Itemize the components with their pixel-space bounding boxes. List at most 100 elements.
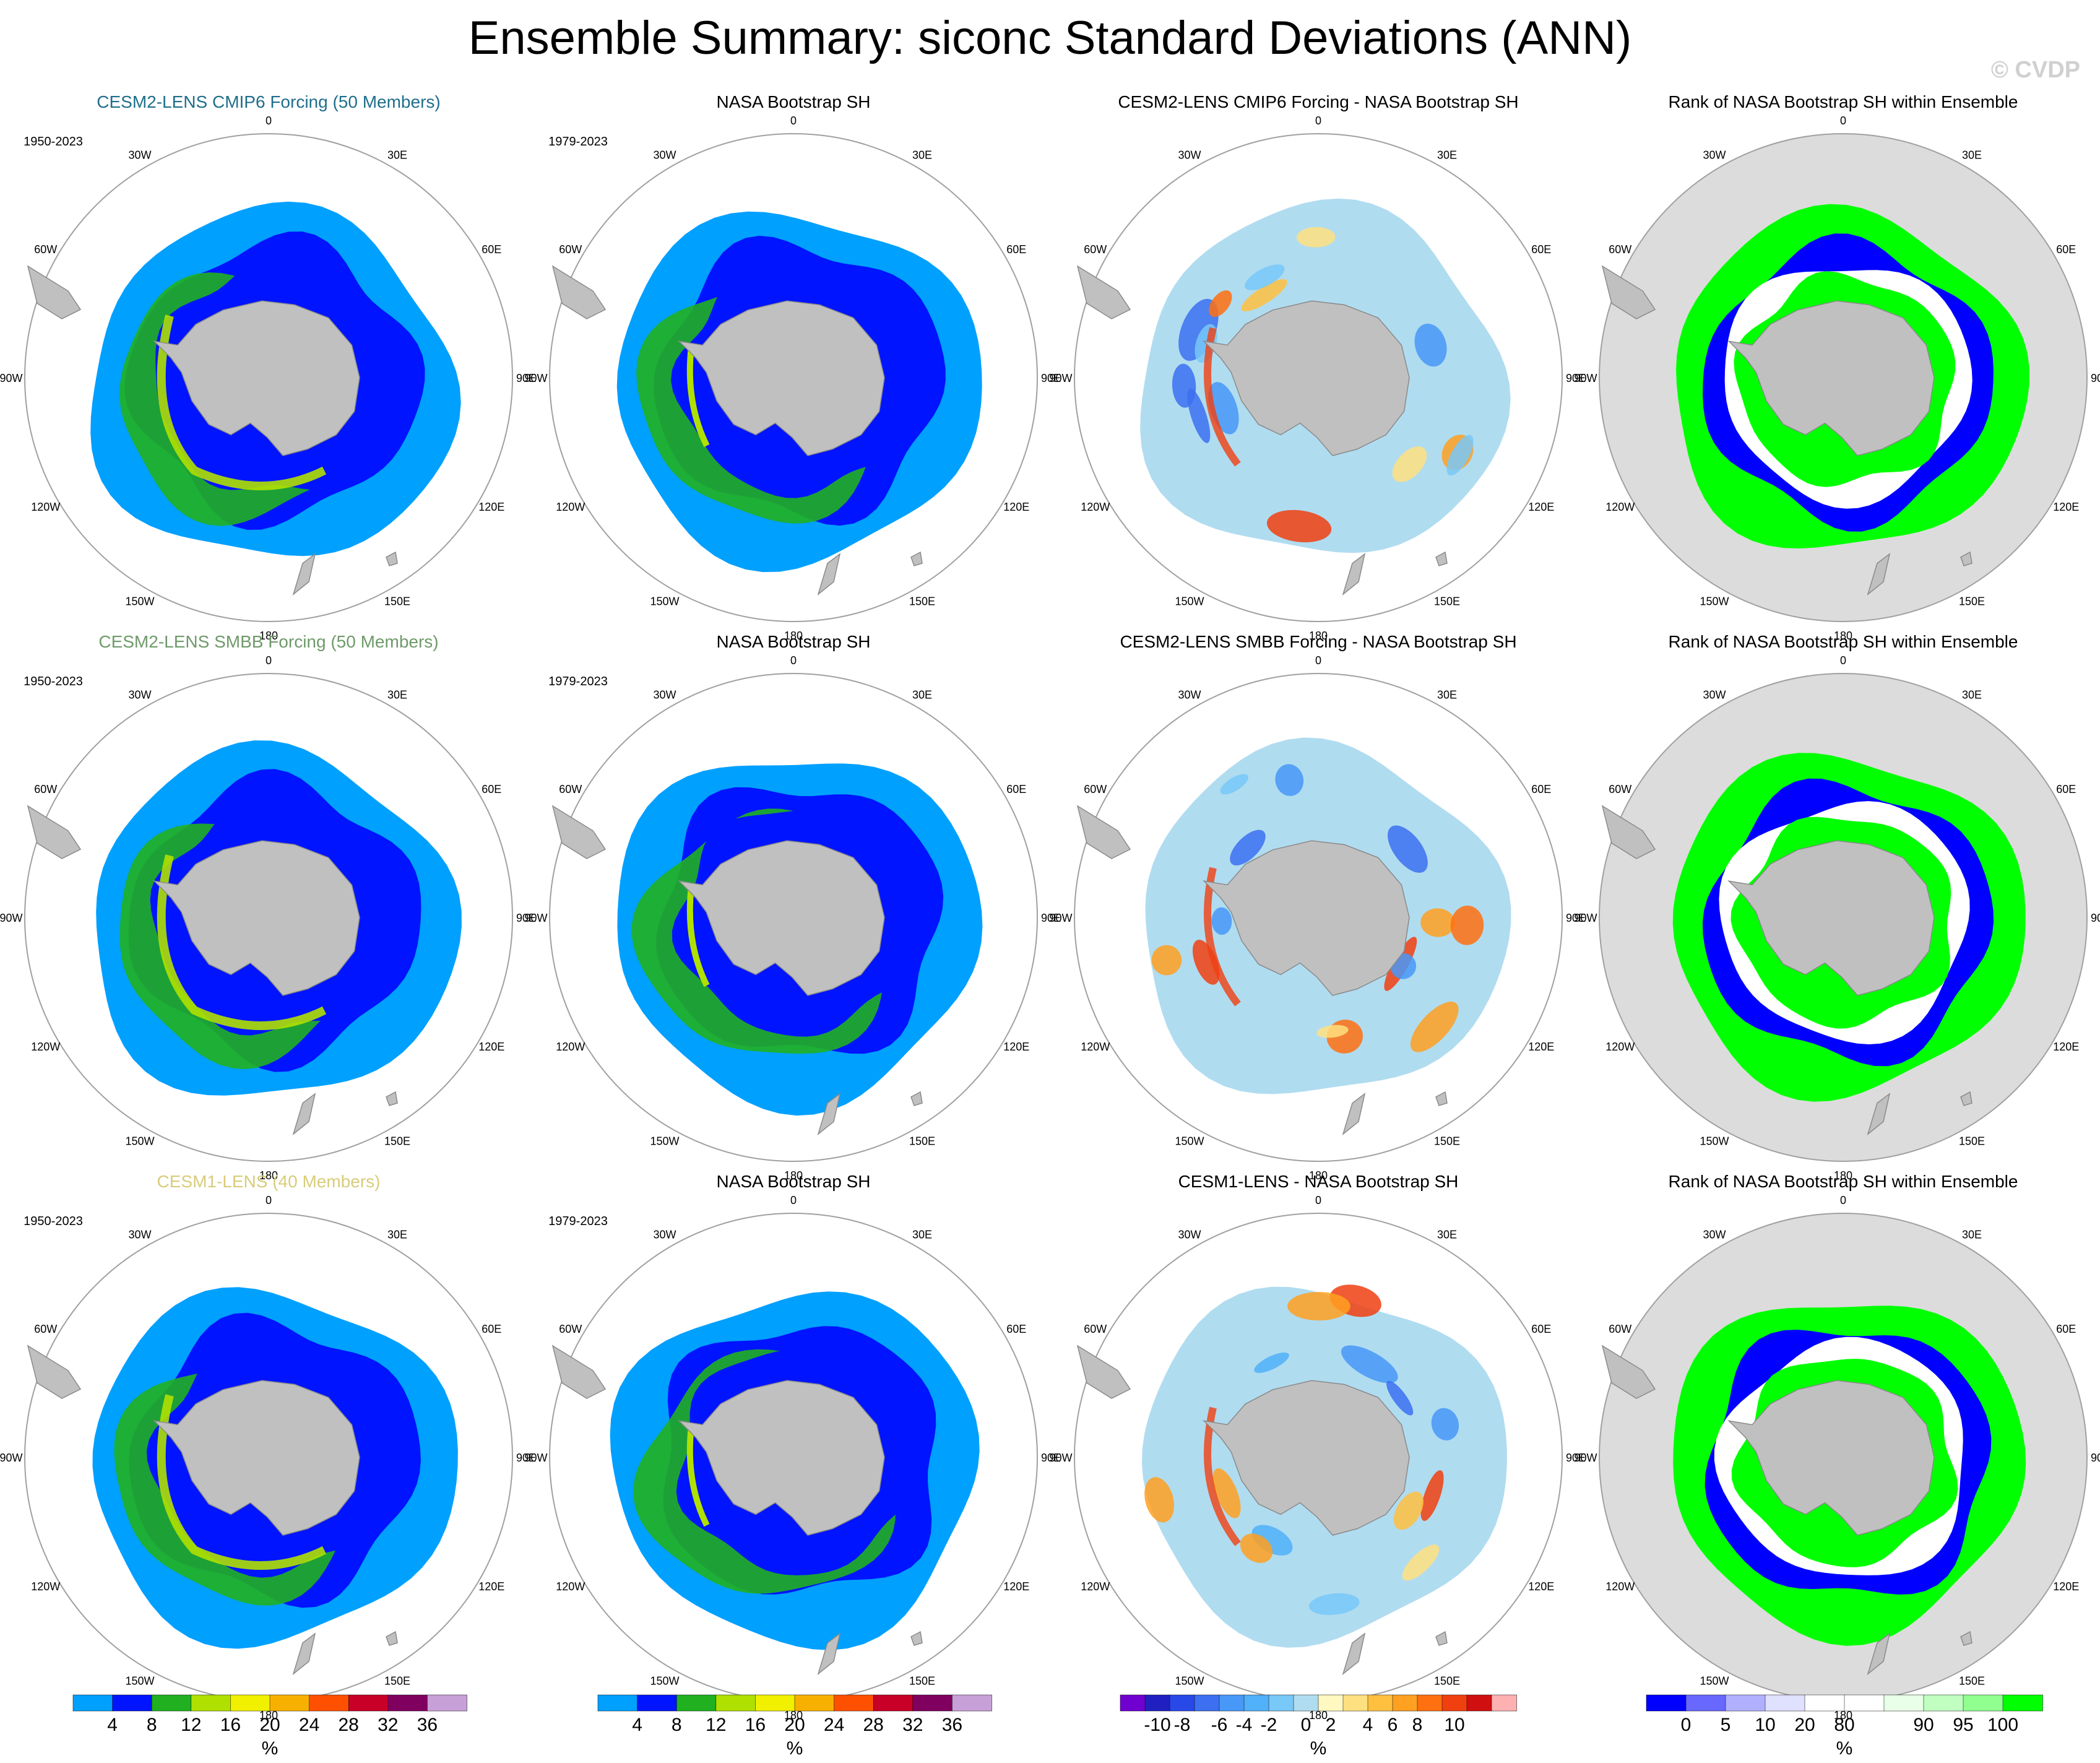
longitude-label: 60W [559,783,582,795]
colorbar-tick-label: 12 [181,1715,201,1735]
longitude-label: 30W [1703,149,1726,162]
longitude-label: 30W [128,689,151,701]
colorbar-swatch [912,1694,953,1712]
colorbar-swatch [873,1694,914,1712]
longitude-label: 60W [34,783,57,795]
colorbar-swatch [309,1694,349,1712]
longitude-label: 150E [384,1674,410,1687]
watermark: © CVDP [1990,57,2080,83]
longitude-label: 180 [784,1169,803,1182]
colorbar-tick-label: 36 [417,1715,438,1735]
longitude-label: 60W [559,243,582,256]
panel-title: Rank of NASA Bootstrap SH within Ensembl… [1669,92,2018,111]
difference-anomaly [1187,388,1211,443]
longitude-label: 60W [1609,1323,1631,1335]
longitude-label: 120E [1528,501,1554,513]
longitude-label: 120W [1605,501,1635,513]
colorbar-tick-label: 6 [1388,1715,1398,1735]
longitude-label: 150E [909,595,935,607]
colorbar-swatch [1466,1694,1492,1712]
difference-anomaly [1204,867,1241,1007]
longitude-label: 30E [1962,149,1982,162]
longitude-label: 0 [1840,1194,1846,1206]
longitude-label: 60W [559,1323,582,1335]
tasmania-landmass [386,1631,398,1646]
difference-anomaly [1316,1024,1349,1038]
colorbar-swatch [269,1694,310,1712]
colorbar-unit-label: % [787,1738,803,1759]
colorbar-tick-label: 8 [147,1715,157,1735]
tasmania-landmass [1435,551,1448,566]
difference-anomaly [1204,1406,1241,1546]
longitude-label: 120W [1081,501,1110,513]
colorbar-swatch [1685,1694,1726,1712]
longitude-label: 150E [1434,595,1460,607]
antarctica-landmass [153,840,360,996]
panel-title: NASA Bootstrap SH [716,632,870,651]
longitude-label: 120E [2053,1580,2079,1593]
colorbar-swatch [755,1694,795,1712]
longitude-label: 90E [516,1452,536,1464]
colorbar-swatch [715,1694,756,1712]
longitude-label: 120E [1528,1580,1554,1593]
new-zealand-landmass [1867,553,1891,596]
longitude-label: 150W [1700,1135,1729,1147]
colorbar-swatch [427,1694,467,1712]
longitude-label: 150W [125,1674,154,1687]
colorbar-swatch [1268,1694,1294,1712]
longitude-label: 180 [1834,1169,1852,1182]
longitude-label: 180 [1834,630,1852,642]
panel-title: CESM1-LENS (40 Members) [157,1172,381,1191]
longitude-label: 90E [1566,912,1586,924]
difference-anomaly [1245,264,1285,290]
south-america-landmass [1076,805,1131,859]
colorbar-tick-label: -8 [1174,1715,1191,1735]
colorbar-swatch [1923,1694,1964,1712]
sea-ice-stddev-max-band [686,886,710,987]
colorbar-swatch [1844,1694,1885,1712]
longitude-label: 90W [524,1452,547,1464]
longitude-label: 120E [2053,1041,2079,1053]
colorbar-tick-label: 95 [1953,1715,1973,1735]
difference-anomaly [1209,290,1232,317]
longitude-label: 120E [1003,1041,1029,1053]
longitude-label: 60E [2056,1323,2076,1335]
longitude-label: 60E [1531,783,1551,795]
longitude-label: 0 [1315,654,1321,667]
antarctica-landmass [1727,300,1935,456]
difference-anomaly [1431,1408,1459,1440]
colorbar-tick-label: 8 [672,1715,682,1735]
colorbar-swatch [1725,1694,1766,1712]
colorbar-swatch [1219,1694,1245,1712]
antarctica-landmass [678,1380,885,1536]
colorbar-swatch [1120,1694,1146,1712]
tasmania-landmass [1960,551,1973,566]
colorbar-tick-label: 24 [824,1715,844,1735]
colorbar-swatch [1883,1694,1924,1712]
difference-anomaly [1254,1352,1289,1373]
longitude-label: 120W [556,501,585,513]
difference-anomaly [1308,1593,1360,1615]
longitude-label: 120W [31,501,60,513]
colorbar-tick-label: 12 [706,1715,726,1735]
new-zealand-landmass [292,1632,316,1676]
longitude-label: 60E [482,783,501,795]
antarctica-landmass [1727,1380,1935,1536]
longitude-label: 150W [125,595,154,607]
colorbar-swatch [794,1694,835,1712]
difference-anomaly [1341,1345,1398,1384]
longitude-label: 150E [1959,1674,1985,1687]
colorbar-swatch [597,1694,638,1712]
sea-ice-stddev-max-band [686,1426,710,1527]
colorbar-unit-label: % [262,1738,279,1759]
longitude-label: 150E [1959,1135,1985,1147]
colorbar-tick-label: 28 [339,1715,359,1735]
colorbar-tick-label: -4 [1236,1715,1253,1735]
longitude-label: 60W [1609,243,1631,256]
longitude-label: 90E [516,912,536,924]
longitude-label: 90E [2091,372,2100,384]
time-period-label: 1950-2023 [24,675,83,688]
south-america-landmass [1076,1345,1131,1399]
colorbar-swatch [1963,1694,2003,1712]
